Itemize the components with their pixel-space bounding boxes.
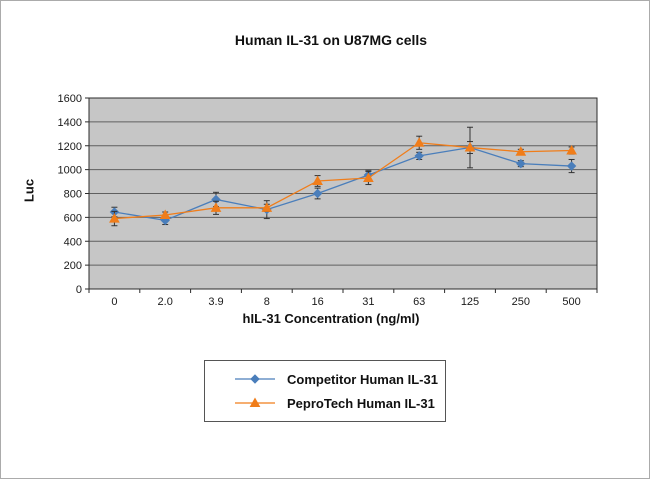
y-tick-label: 800 bbox=[64, 189, 82, 201]
marker-triangle bbox=[249, 397, 261, 407]
y-tick-label: 1000 bbox=[58, 165, 82, 177]
y-tick-label: 1600 bbox=[58, 93, 82, 105]
y-axis-title: Luc bbox=[21, 178, 37, 203]
series-line-0 bbox=[114, 146, 572, 222]
y-tick-label: 0 bbox=[76, 284, 82, 296]
legend-item-competitor: Competitor Human IL-31 bbox=[233, 372, 445, 387]
marker-triangle bbox=[566, 145, 577, 155]
x-tick-label: 250 bbox=[512, 296, 530, 308]
x-tick-label: 125 bbox=[461, 296, 479, 308]
plot-border bbox=[88, 97, 598, 290]
marker-diamond bbox=[516, 158, 526, 169]
marker-diamond bbox=[250, 374, 260, 384]
marker-triangle bbox=[109, 213, 120, 223]
x-axis-title: hIL-31 Concentration (ng/ml) bbox=[242, 311, 420, 326]
y-tick-label: 1200 bbox=[58, 141, 82, 153]
y-tick-label: 600 bbox=[64, 212, 82, 224]
legend-marker-competitor-icon bbox=[235, 374, 275, 384]
marker-triangle bbox=[210, 202, 222, 212]
legend: Competitor Human IL-31 PeproTech Human I… bbox=[204, 360, 446, 422]
x-tick-label: 500 bbox=[562, 296, 580, 308]
y-tick-label: 200 bbox=[64, 260, 82, 272]
legend-marker-peprotech-icon bbox=[235, 397, 275, 407]
x-tick-label: 3.9 bbox=[208, 296, 223, 308]
marker-triangle bbox=[464, 142, 476, 152]
marker-diamond bbox=[160, 215, 170, 226]
x-tick-label: 2.0 bbox=[158, 296, 173, 308]
x-tick-label: 16 bbox=[311, 296, 323, 308]
x-tick-label: 31 bbox=[362, 296, 374, 308]
marker-triangle bbox=[312, 175, 323, 185]
x-tick-label: 0 bbox=[111, 296, 117, 308]
marker-triangle bbox=[363, 172, 374, 182]
marker-triangle bbox=[413, 137, 425, 147]
marker-triangle bbox=[515, 146, 527, 156]
x-tick-label: 63 bbox=[413, 296, 425, 308]
legend-label-competitor: Competitor Human IL-31 bbox=[287, 371, 438, 387]
y-tick-label: 1400 bbox=[58, 117, 82, 129]
marker-diamond bbox=[566, 161, 577, 171]
marker-triangle bbox=[261, 202, 273, 212]
marker-diamond bbox=[414, 151, 424, 161]
chart-title: Human IL-31 on U87MG cells bbox=[234, 32, 428, 48]
series-line-1 bbox=[114, 142, 572, 220]
marker-diamond bbox=[312, 188, 323, 199]
legend-label-peprotech: PeproTech Human IL-31 bbox=[287, 395, 435, 411]
marker-triangle bbox=[159, 209, 171, 219]
x-tick-label: 8 bbox=[264, 296, 270, 308]
legend-item-peprotech: PeproTech Human IL-31 bbox=[233, 396, 445, 411]
plot-area: 0 200 400 600 800 1000 1200 1400 1600 0 2.0 3.9 8 16 3… bbox=[58, 93, 598, 308]
y-tick-label: 400 bbox=[64, 236, 82, 248]
